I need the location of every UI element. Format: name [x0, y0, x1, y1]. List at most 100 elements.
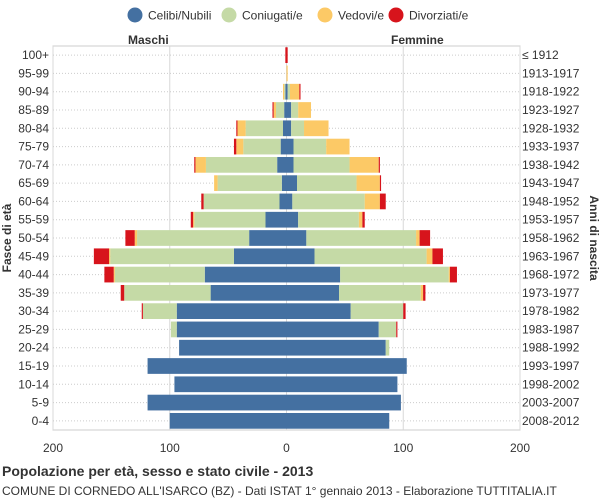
- male-bar-vedovi: [273, 102, 276, 118]
- female-bar-nubili: [286, 266, 341, 283]
- birth-year-label: 1918-1922: [522, 85, 580, 99]
- female-bar-nubili: [286, 120, 292, 137]
- male-bar-celibi: [147, 394, 287, 411]
- male-bar-celibi: [174, 376, 287, 393]
- female-bar-divorziate: [379, 175, 382, 192]
- x-tick-label: 0: [283, 441, 290, 455]
- female-bar-vedove: [356, 175, 380, 192]
- male-bar-coniugati: [245, 120, 283, 137]
- male-bar-coniugati: [110, 248, 234, 265]
- female-bar-divorziate: [396, 321, 398, 338]
- age-group-label: 0-4: [32, 414, 50, 428]
- male-bar-vedovi: [236, 138, 244, 155]
- age-group-label: 55-59: [18, 213, 49, 227]
- birth-year-label: 1983-1987: [522, 322, 580, 336]
- age-group-label: 85-89: [18, 103, 49, 117]
- age-group-label: 25-29: [18, 322, 49, 336]
- males-header: Maschi: [128, 33, 169, 47]
- y-axis-title-right: Anni di nascita: [587, 195, 600, 281]
- male-bar-coniugati: [114, 266, 205, 283]
- legend-marker: [221, 7, 237, 23]
- female-bar-nubili: [286, 394, 401, 411]
- male-bar-coniugati: [205, 156, 278, 173]
- male-bar-coniugati: [284, 83, 286, 100]
- birth-year-label: 2003-2007: [522, 396, 580, 410]
- male-bar-divorziati: [272, 102, 274, 118]
- male-bar-celibi: [284, 102, 287, 118]
- female-bar-nubili: [286, 102, 292, 118]
- female-bar-divorziate: [379, 193, 386, 210]
- female-bar-divorziate: [299, 83, 301, 100]
- male-bar-celibi: [233, 248, 287, 265]
- female-bar-nubili: [286, 303, 351, 320]
- birth-year-label: 1953-1957: [522, 213, 580, 227]
- birth-year-label: 1948-1952: [522, 194, 580, 208]
- legend-marker: [388, 7, 404, 23]
- female-bar-coniugate: [293, 138, 327, 155]
- male-bar-divorziati: [236, 120, 238, 137]
- male-bar-divorziati: [93, 248, 110, 265]
- female-bar-coniugate: [287, 83, 291, 100]
- female-bar-nubili: [286, 376, 398, 393]
- male-bar-divorziati: [201, 193, 204, 210]
- female-bar-coniugate: [378, 321, 397, 338]
- age-group-label: 45-49: [18, 249, 49, 263]
- female-bar-nubili: [286, 321, 379, 338]
- age-group-label: 20-24: [18, 341, 49, 355]
- female-bar-vedove: [304, 120, 329, 137]
- birth-year-label: 1913-1917: [522, 66, 580, 80]
- male-bar-celibi: [210, 284, 287, 301]
- male-bar-vedovi: [109, 248, 111, 265]
- male-bar-coniugati: [124, 284, 211, 301]
- male-bar-divorziati: [125, 230, 135, 246]
- female-bar-nubili: [286, 83, 288, 100]
- y-axis-title-left: Fasce di età: [0, 203, 14, 272]
- female-bar-vedove: [298, 102, 312, 118]
- male-bar-coniugati: [137, 230, 250, 246]
- male-bar-vedovi: [214, 175, 218, 192]
- female-bar-vedove: [416, 230, 420, 246]
- female-bar-nubili: [286, 156, 294, 173]
- female-bar-vedove: [426, 248, 433, 265]
- female-bar-divorziate: [362, 211, 365, 228]
- age-group-label: 5-9: [32, 396, 50, 410]
- female-bar-vedove: [420, 284, 424, 301]
- age-group-label: 15-19: [18, 359, 49, 373]
- female-bar-nubili: [286, 193, 293, 210]
- birth-year-label: 1958-1962: [522, 231, 580, 245]
- female-bar-coniugate: [339, 284, 421, 301]
- birth-year-label: 1963-1967: [522, 249, 580, 263]
- age-group-label: 70-74: [18, 158, 49, 172]
- female-bar-coniugate: [314, 248, 427, 265]
- female-bar-nubili: [286, 358, 407, 374]
- male-bar-celibi: [265, 211, 287, 228]
- female-bar-coniugate: [291, 102, 299, 118]
- age-group-label: 50-54: [18, 231, 49, 245]
- birth-year-label: 1978-1982: [522, 304, 580, 318]
- male-bar-coniugati: [170, 321, 177, 338]
- female-bar-divorziate: [449, 266, 457, 283]
- female-bar-nubili: [286, 175, 298, 192]
- female-bar-coniugate: [293, 156, 350, 173]
- female-bar-nubili: [286, 211, 299, 228]
- female-bar-coniugate: [306, 230, 417, 246]
- female-bar-coniugate: [350, 303, 404, 320]
- females-header: Femmine: [391, 33, 444, 47]
- age-group-label: 90-94: [18, 85, 49, 99]
- male-bar-celibi: [176, 321, 287, 338]
- male-bar-celibi: [169, 412, 287, 429]
- male-bar-vedovi: [134, 230, 138, 246]
- age-group-label: 60-64: [18, 194, 49, 208]
- birth-year-label: 1993-1997: [522, 359, 580, 373]
- male-bar-celibi: [281, 175, 287, 192]
- male-bar-vedovi: [195, 156, 206, 173]
- legend-label: Celibi/Nubili: [148, 9, 211, 23]
- female-bar-nubili: [286, 339, 386, 356]
- legend-marker: [127, 7, 143, 23]
- male-bar-divorziati: [194, 156, 196, 173]
- age-group-label: 10-14: [18, 377, 49, 391]
- female-bar-nubili: [286, 230, 307, 246]
- female-bar-vedove: [349, 156, 379, 173]
- female-bar-coniugate: [292, 193, 365, 210]
- x-tick-label: 100: [393, 441, 413, 455]
